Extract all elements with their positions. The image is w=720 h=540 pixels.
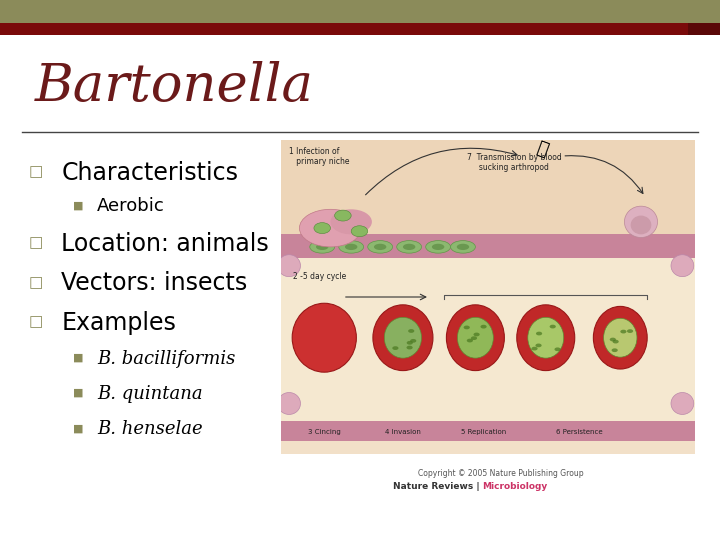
Text: 7  Transmission by blood
     sucking arthropod: 7 Transmission by blood sucking arthropo… [467, 153, 562, 172]
Ellipse shape [544, 349, 551, 353]
Ellipse shape [451, 241, 475, 253]
Ellipse shape [457, 318, 493, 358]
Bar [0, 0, 720, 23]
Ellipse shape [400, 323, 407, 327]
Text: Bartonella: Bartonella [35, 61, 314, 112]
Text: ■: ■ [73, 353, 83, 363]
Ellipse shape [400, 326, 406, 330]
Text: □: □ [29, 275, 43, 290]
Bar [281, 421, 695, 441]
Ellipse shape [528, 318, 564, 358]
Ellipse shape [300, 210, 361, 247]
Ellipse shape [314, 222, 330, 234]
Ellipse shape [345, 244, 357, 250]
Ellipse shape [603, 318, 637, 357]
Ellipse shape [384, 318, 421, 358]
Ellipse shape [471, 342, 477, 346]
Bar [0, 23, 720, 35]
Ellipse shape [671, 393, 694, 415]
Ellipse shape [446, 305, 504, 370]
Ellipse shape [539, 326, 546, 329]
Text: Examples: Examples [61, 311, 176, 335]
Ellipse shape [278, 393, 300, 415]
Text: 🪲: 🪲 [534, 139, 550, 160]
Text: Aerobic: Aerobic [97, 197, 165, 215]
Ellipse shape [472, 328, 478, 332]
Ellipse shape [547, 346, 553, 350]
Text: B. quintana: B. quintana [97, 385, 203, 403]
Text: □: □ [29, 235, 43, 251]
Ellipse shape [631, 215, 652, 234]
Ellipse shape [593, 306, 647, 369]
Ellipse shape [456, 244, 469, 250]
Text: 3 Cincing: 3 Cincing [308, 429, 341, 435]
Text: B. bacilliformis: B. bacilliformis [97, 350, 235, 368]
Text: 5 Replication: 5 Replication [461, 429, 506, 435]
Ellipse shape [517, 305, 575, 370]
Text: 4 Invasion: 4 Invasion [385, 429, 421, 435]
Text: Nature Reviews |: Nature Reviews | [392, 482, 482, 491]
Text: Microbiology: Microbiology [482, 482, 548, 491]
Ellipse shape [480, 348, 487, 352]
Ellipse shape [373, 305, 433, 370]
Text: Location: animals: Location: animals [61, 232, 269, 256]
Ellipse shape [622, 323, 628, 327]
Ellipse shape [408, 335, 414, 339]
Text: Copyright © 2005 Nature Publishing Group: Copyright © 2005 Nature Publishing Group [418, 469, 583, 478]
Text: ■: ■ [73, 388, 83, 398]
Ellipse shape [544, 337, 549, 341]
Ellipse shape [462, 323, 468, 327]
Bar [688, 23, 720, 35]
Text: □: □ [29, 314, 43, 329]
Ellipse shape [410, 330, 417, 334]
Ellipse shape [339, 241, 364, 253]
Text: 1 Infection of
   primary niche: 1 Infection of primary niche [289, 147, 350, 166]
Bar [281, 258, 695, 421]
Bar [281, 234, 695, 258]
Ellipse shape [403, 244, 415, 250]
Ellipse shape [607, 327, 613, 330]
Text: Characteristics: Characteristics [61, 161, 238, 185]
Ellipse shape [397, 325, 403, 328]
Ellipse shape [432, 244, 444, 250]
Text: Vectors: insects: Vectors: insects [61, 272, 248, 295]
Ellipse shape [621, 323, 628, 327]
Ellipse shape [316, 244, 328, 250]
Ellipse shape [479, 346, 485, 349]
Ellipse shape [426, 241, 451, 253]
Text: ■: ■ [73, 423, 83, 433]
Ellipse shape [368, 241, 392, 253]
Ellipse shape [351, 226, 368, 237]
Ellipse shape [278, 255, 300, 276]
Ellipse shape [608, 341, 614, 345]
Ellipse shape [374, 244, 387, 250]
Ellipse shape [310, 241, 335, 253]
Text: B. henselae: B. henselae [97, 420, 203, 438]
Text: 6 Persistence: 6 Persistence [556, 429, 602, 435]
Ellipse shape [616, 326, 622, 330]
Ellipse shape [292, 303, 356, 372]
Ellipse shape [397, 241, 422, 253]
Bar [281, 140, 695, 234]
Ellipse shape [335, 210, 351, 221]
Text: □: □ [29, 164, 43, 179]
Ellipse shape [624, 206, 657, 238]
Text: ■: ■ [73, 200, 83, 210]
Ellipse shape [330, 210, 372, 234]
Ellipse shape [536, 338, 543, 342]
Ellipse shape [671, 255, 694, 276]
Text: 2 -5 day cycle: 2 -5 day cycle [293, 272, 346, 281]
